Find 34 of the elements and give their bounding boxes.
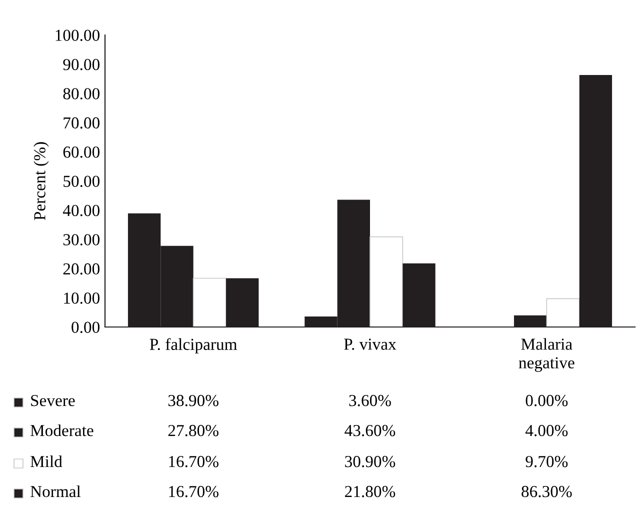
data-label: 3.60% — [349, 394, 391, 406]
data-label: 21.80% — [345, 486, 396, 498]
data-label: 27.80% — [168, 424, 218, 436]
data-label: 30.90% — [345, 456, 396, 468]
y-tick-label: 10.00 — [64, 292, 100, 304]
y-tick-label: 100.00 — [56, 30, 100, 42]
y-tick-label: 20.00 — [63, 263, 100, 275]
data-label: 38.90% — [168, 394, 218, 406]
bar — [546, 298, 580, 327]
y-axis-title: Percent (%) — [34, 142, 49, 220]
data-label: 0.00% — [526, 394, 568, 406]
legend-label: Moderate — [30, 424, 94, 436]
y-tick-label: 70.00 — [64, 117, 100, 129]
x-tick-label: P. vivax — [344, 338, 396, 350]
y-tick-label: 60.00 — [63, 146, 100, 158]
legend-label: Mild — [30, 455, 62, 468]
y-tick-label: 50.00 — [64, 176, 100, 188]
y-tick-label: 40.00 — [62, 204, 100, 216]
legend-label: Normal — [30, 485, 81, 498]
y-tick-label: 30.00 — [63, 234, 100, 246]
y-tick-label: 0.00 — [72, 322, 100, 334]
bar — [192, 278, 226, 327]
legend-label: Severe — [31, 394, 75, 406]
x-tick-label: P. falciparum — [150, 338, 238, 354]
data-label: 86.30% — [522, 486, 572, 498]
data-label: 16.70% — [169, 456, 218, 468]
data-label: 43.60% — [344, 424, 396, 436]
bar — [370, 236, 404, 327]
data-label: 16.70% — [169, 486, 218, 498]
y-tick-label: 80.00 — [63, 88, 100, 100]
data-label: 9.70% — [526, 456, 568, 468]
x-tick-label: Malaria negative — [518, 338, 574, 372]
data-label: 4.00% — [525, 424, 568, 436]
y-tick-label: 90.00 — [63, 58, 100, 70]
